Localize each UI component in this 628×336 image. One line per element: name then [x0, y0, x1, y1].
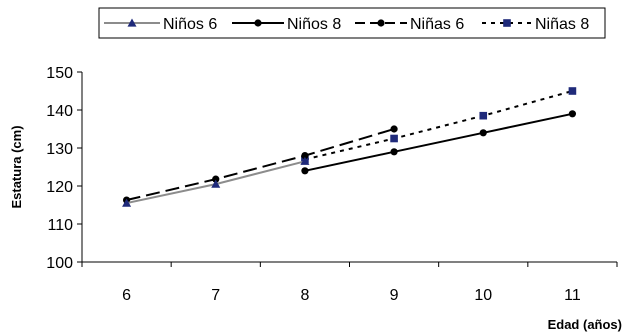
series-line [304, 90, 573, 161]
x-tick-label: 7 [211, 287, 220, 304]
series-line [304, 112, 573, 172]
series-ninos-8 [301, 110, 577, 175]
data-point [122, 198, 132, 207]
x-tick-label: 8 [300, 287, 309, 304]
data-point [479, 111, 488, 120]
data-point [479, 129, 487, 137]
series-ninos-6 [122, 156, 310, 207]
data-point [212, 175, 220, 183]
legend: Niños 6 Niños 8 Niñas 6 Niñas 8 [98, 7, 606, 39]
legend-label: Niños 6 [163, 16, 217, 33]
data-point [211, 179, 221, 188]
legend-marker [377, 19, 385, 27]
series-ninas-8 [301, 87, 577, 164]
legend-marker [503, 19, 511, 27]
data-point [300, 156, 310, 165]
legend-label: Niñas 8 [535, 16, 589, 33]
data-point [568, 110, 577, 118]
x-axis-title: Edad (años) [548, 317, 622, 332]
data-point [390, 134, 398, 143]
legend-marker [127, 18, 137, 27]
legend-item-ninas-6: Niñas 6 [355, 16, 464, 33]
y-tick-label: 130 [46, 141, 73, 158]
data-point [568, 87, 577, 95]
legend-item-ninos-6: Niños 6 [104, 16, 217, 33]
y-tick-label: 140 [46, 103, 73, 120]
data-point [390, 125, 398, 133]
y-tick-label: 120 [46, 179, 73, 196]
legend-label: Niños 8 [287, 16, 341, 33]
legend-item-ninos-8: Niños 8 [232, 16, 341, 33]
x-tick-label: 6 [122, 287, 131, 304]
legend-marker [254, 19, 262, 27]
series-ninas-6 [122, 125, 398, 204]
legend-item-ninas-8: Niñas 8 [482, 16, 589, 33]
series-group [122, 87, 577, 207]
y-tick-label: 110 [47, 217, 73, 234]
data-point [301, 167, 309, 175]
series-line [126, 128, 395, 202]
data-point [390, 148, 398, 156]
x-tick-label: 10 [474, 287, 492, 304]
x-tick-label: 9 [390, 287, 399, 304]
x-tick-label: 11 [564, 287, 581, 304]
y-tick-label: 100 [46, 255, 73, 272]
y-axis-title: Estatura (cm) [9, 125, 24, 208]
y-tick-label: 150 [46, 65, 73, 82]
data-point [301, 152, 309, 160]
legend-label: Niñas 6 [410, 16, 464, 33]
axes: 100 110 120 130 140 150 6 7 8 9 10 11 [46, 65, 618, 304]
